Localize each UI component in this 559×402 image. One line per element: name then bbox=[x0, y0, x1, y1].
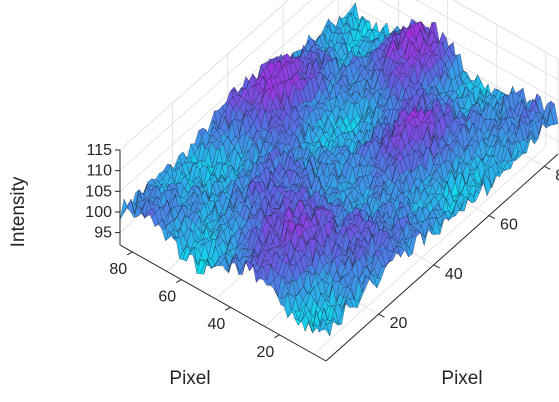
x-tick-label: 80 bbox=[109, 261, 127, 278]
y-tick-label: 20 bbox=[390, 315, 408, 332]
x-tick-mark bbox=[225, 306, 231, 311]
y-tick-label: 40 bbox=[445, 266, 463, 283]
y-tick-label: 80 bbox=[555, 167, 559, 184]
z-tick-label: 115 bbox=[86, 142, 112, 159]
x-axis-label: Pixel bbox=[169, 368, 210, 389]
y-tick-mark bbox=[433, 264, 440, 269]
z-grid-line bbox=[378, 0, 559, 101]
x-grid-line bbox=[313, 146, 547, 355]
y-tick-mark bbox=[488, 215, 496, 220]
x-axis-line bbox=[119, 244, 327, 362]
z-tick-label: 95 bbox=[94, 225, 112, 242]
y-tick-mark bbox=[543, 165, 551, 170]
z-axis-label: Intensity bbox=[8, 176, 29, 247]
x-tick-mark bbox=[176, 279, 182, 283]
x-tick-label: 20 bbox=[257, 344, 275, 361]
z-tick-label: 110 bbox=[86, 163, 112, 180]
x-tick-label: 60 bbox=[158, 289, 176, 306]
z-tick-label: 100 bbox=[85, 204, 112, 221]
x-tick-mark bbox=[274, 334, 280, 339]
x-tick-label: 40 bbox=[207, 316, 225, 333]
axes: 20 40 60 80 20 40 60 80 95 100 105 110 115 bbox=[85, 142, 559, 362]
x-tick-mark bbox=[127, 251, 133, 256]
y-tick-label: 60 bbox=[500, 217, 518, 234]
z-grid-line bbox=[119, 0, 336, 192]
y-axis-label: Pixel bbox=[441, 368, 482, 389]
y-tick-mark bbox=[378, 313, 385, 318]
surface-mesh bbox=[119, 2, 559, 337]
z-grid-line bbox=[415, 0, 559, 81]
surface-facet bbox=[322, 323, 331, 337]
z-tick-label: 105 bbox=[85, 183, 112, 200]
z-grid-line bbox=[119, 0, 289, 151]
surface-facet bbox=[119, 198, 128, 220]
z-grid-line bbox=[119, 0, 313, 172]
y-axis-line bbox=[325, 153, 559, 362]
z-grid-line bbox=[452, 0, 559, 60]
